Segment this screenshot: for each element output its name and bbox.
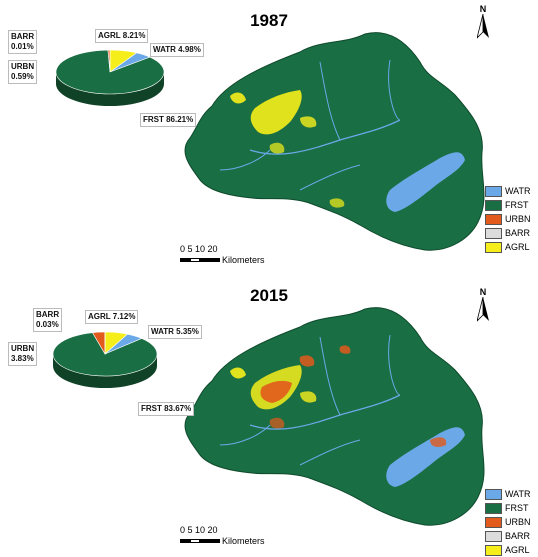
legend-item-barr: BARR [485, 529, 538, 543]
legend-swatch [485, 214, 502, 225]
legend-item-agrl: AGRL [485, 543, 538, 557]
legend-label: AGRL [505, 242, 530, 252]
legend-label: WATR [505, 489, 531, 499]
north-label: N [473, 287, 493, 297]
legend-swatch [485, 489, 502, 500]
scale-segment [200, 258, 220, 262]
legend-label: FRST [505, 200, 529, 210]
legend-label: URBN [505, 214, 531, 224]
map-legend: WATR FRST URBN BARR AGRL [485, 487, 538, 557]
pie-label-urbn: URBN 0.59% [8, 60, 37, 84]
scale-segment [180, 258, 190, 262]
scale-ticks: 0 5 10 20 [180, 525, 265, 536]
legend-swatch [485, 200, 502, 211]
map-panel-1987: 1987 BARR 0.01% URBN 0.59% AGRL 8.21% WA… [0, 0, 538, 275]
map-panel-2015: 2015 BARR 0.03% URBN 3.83% AGRL 7.12% WA… [0, 275, 538, 550]
legend-item-frst: FRST [485, 198, 538, 212]
legend-item-agrl: AGRL [485, 240, 538, 254]
pie-label-watr: WATR 5.35% [148, 325, 202, 339]
legend-item-urbn: URBN [485, 212, 538, 226]
legend-label: FRST [505, 503, 529, 513]
north-arrow-icon [477, 14, 489, 40]
pie-label-frst: FRST 86.21% [140, 113, 196, 127]
pie-label-barr: BARR 0.03% [33, 308, 62, 332]
pie-label-urbn: URBN 3.83% [8, 342, 37, 366]
legend-label: AGRL [505, 545, 530, 555]
legend-swatch [485, 228, 502, 239]
scale-bar: 0 5 10 20 Kilometers [180, 525, 265, 546]
pie-label-frst: FRST 83.67% [138, 402, 194, 416]
north-arrow: N [473, 287, 493, 328]
scale-segment [190, 258, 200, 262]
pie-label-barr: BARR 0.01% [8, 30, 37, 54]
legend-item-watr: WATR [485, 184, 538, 198]
scale-ticks: 0 5 10 20 [180, 244, 265, 255]
pie-label-agrl: AGRL 7.12% [85, 310, 138, 324]
legend-item-watr: WATR [485, 487, 538, 501]
scale-bar: 0 5 10 20 Kilometers [180, 244, 265, 265]
scale-unit: Kilometers [222, 255, 265, 265]
legend-item-frst: FRST [485, 501, 538, 515]
legend-swatch [485, 517, 502, 528]
legend-swatch [485, 531, 502, 542]
legend-label: BARR [505, 228, 530, 238]
legend-label: WATR [505, 186, 531, 196]
north-label: N [473, 4, 493, 14]
legend-swatch [485, 545, 502, 556]
scale-segment [180, 539, 190, 543]
legend-label: URBN [505, 517, 531, 527]
pie-slices [56, 50, 164, 94]
scale-segment [190, 539, 200, 543]
scale-unit: Kilometers [222, 536, 265, 546]
legend-item-urbn: URBN [485, 515, 538, 529]
north-arrow: N [473, 4, 493, 45]
legend-item-barr: BARR [485, 226, 538, 240]
legend-swatch [485, 186, 502, 197]
legend-swatch [485, 242, 502, 253]
legend-label: BARR [505, 531, 530, 541]
north-arrow-icon [477, 297, 489, 323]
pie-label-watr: WATR 4.98% [150, 43, 204, 57]
pie-label-agrl: AGRL 8.21% [95, 29, 148, 43]
pie-slices [53, 332, 157, 376]
legend-swatch [485, 503, 502, 514]
scale-segment [200, 539, 220, 543]
map-legend: WATR FRST URBN BARR AGRL [485, 184, 538, 254]
